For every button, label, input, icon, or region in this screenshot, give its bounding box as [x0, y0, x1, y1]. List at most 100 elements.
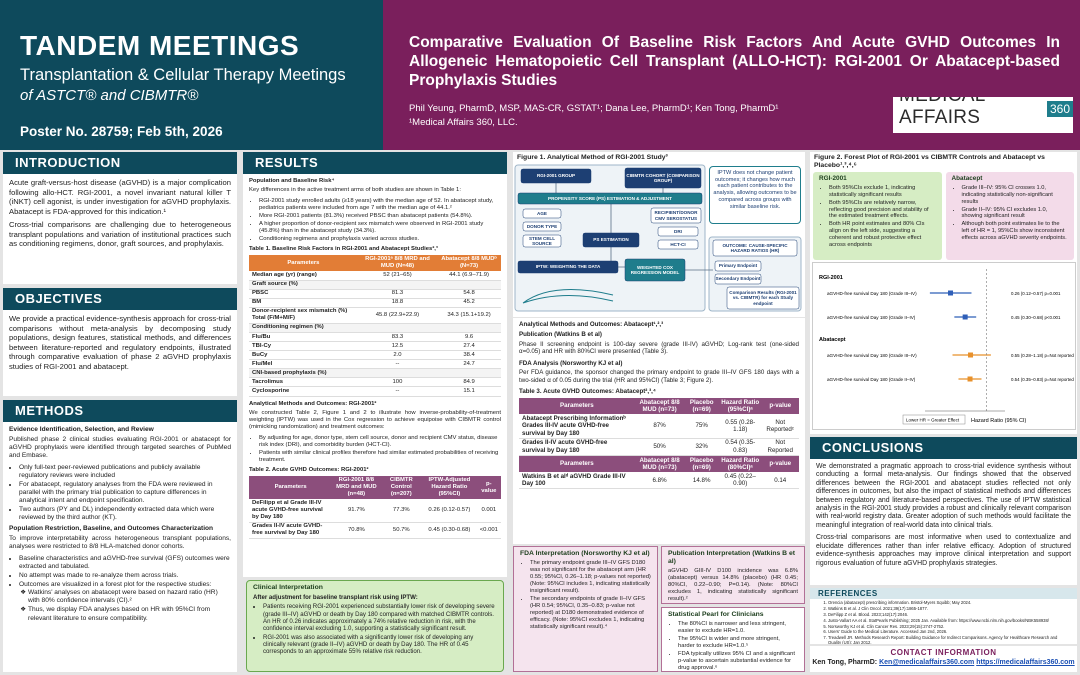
- bullet-item: Only full-text peer-reviewed publication…: [19, 464, 231, 480]
- table-cell: 38.4: [437, 350, 501, 361]
- section-heading: RESULTS: [243, 152, 507, 174]
- contact-email[interactable]: Ken@medicalaffairs360.com: [879, 659, 975, 666]
- point-estimate: [967, 376, 973, 382]
- bullet-list: Orencia (abatacept) prescribing informat…: [816, 600, 1071, 644]
- statistical-pearl: Statistical Pearl for Clinicians The 80%C…: [661, 607, 805, 672]
- paragraph: We provide a practical evidence-synthesi…: [9, 314, 231, 371]
- node-label: RGI-2001 GROUP: [536, 173, 576, 179]
- bullet-item: Two authors (PY and DL) independently ex…: [19, 506, 231, 522]
- table-cell: 84.9: [437, 377, 501, 388]
- table-cell: 24.7: [437, 359, 501, 370]
- header-cell: Parameters: [249, 255, 358, 272]
- bullet-item: A higher proportion of donor-recipient s…: [259, 221, 501, 235]
- header-cell: p-value: [476, 476, 501, 500]
- bullet-item: RGI-2001 was also associated with a sign…: [263, 634, 497, 656]
- table-cell: Median age (yr) (range): [249, 271, 358, 281]
- node-label: HCT-CI: [670, 241, 686, 247]
- table-cell: 83.3: [357, 332, 438, 343]
- table-cell: Tacrolimus: [249, 377, 358, 388]
- diagram-node: [726, 286, 800, 310]
- references-section: REFERENCESOrencia (abatacept) prescribin…: [810, 588, 1077, 644]
- diagram-node-label: AGE: [537, 211, 547, 216]
- table-cell: 9.6: [437, 332, 501, 343]
- bullet-item: Thus, we display FDA analyses based on H…: [28, 606, 231, 622]
- table-row: BuCy 2.0 38.4: [249, 350, 501, 361]
- table-row: BM 18.8 45.2: [249, 298, 501, 308]
- node-label: PROPENSITY SCORE (PS) ESTIMATION & ADJUS…: [548, 195, 672, 201]
- table-row: Grades II-IV acute GVHD-free survival by…: [519, 438, 799, 456]
- diagram-node-label: HCT-CI: [670, 241, 686, 247]
- table-cell: 44.1 (6.9–71.9): [437, 271, 501, 281]
- box-title: RGI-2001: [819, 175, 847, 183]
- abatacept-methods: Analytical Methods and Outcomes: Abatace…: [513, 318, 805, 544]
- table-cell: 0.54 (0.35-0.83): [718, 438, 762, 456]
- table-row: Flu/Mel -- 24.7: [249, 359, 501, 370]
- diagram-node-label: RGI-2001 GROUP: [536, 173, 576, 179]
- box-title: Publication Interpretation (Watkins B et…: [668, 550, 796, 566]
- table-cell: Graft source (%): [249, 280, 501, 290]
- bullet-item: Norsworthy KJ et al. Clin Cancer Res. 20…: [828, 624, 1071, 630]
- table-cell: Grades II-IV acute GVHD-free survival by…: [249, 522, 333, 539]
- box-title: Abatacept: [951, 175, 983, 183]
- diagram-node: [522, 208, 562, 219]
- poster-title: Comparative Evaluation Of Baseline Risk …: [409, 34, 1060, 89]
- subheading: FDA Analysis (Norsworthy KJ et al): [519, 359, 623, 367]
- contact-section: CONTACT INFORMATION Ken Tong, PharmD: Ke…: [810, 646, 1077, 672]
- table-cell: 87%: [634, 414, 685, 439]
- bullet-list: By adjusting for age, donor type, stem c…: [249, 435, 501, 464]
- table-cell: --: [357, 386, 438, 397]
- contact-heading: CONTACT INFORMATION: [890, 648, 997, 657]
- conference-subtitle: Transplantation & Cellular Therapy Meeti…: [20, 66, 346, 84]
- table-row: PBSC 81.3 54.8: [249, 289, 501, 299]
- node-label: WEIGHTED COX REGRESSION MODEL: [630, 264, 680, 275]
- subheading: Population and Baseline Risk⁴: [249, 177, 335, 184]
- box-row: RGI-2001 Both 95%CIs exclude 1, indicatin…: [813, 172, 1074, 261]
- section-heading: METHODS: [3, 400, 237, 422]
- objectives-section: OBJECTIVES We provide a practical evidenc…: [3, 288, 237, 396]
- header-cell: Placebo (n=69): [684, 397, 719, 415]
- bullet-item: DeFilipp Z et al. Blood. 2023;142(17):20…: [828, 612, 1071, 618]
- table-cell: --: [357, 359, 438, 370]
- bullet-item: No attempt was made to re-analyze them a…: [19, 572, 231, 580]
- subheading: Analytical Methods and Outcomes: Abatace…: [519, 321, 664, 328]
- diagram-node: [714, 260, 762, 272]
- table-block: Table 2. Acute GVHD Outcomes: RGI-2001² P…: [249, 467, 501, 539]
- table-cell: Flu/Mel: [249, 359, 358, 370]
- table-row: Cyclosporine -- 15.1: [249, 386, 501, 397]
- contact-url[interactable]: https://medicalaffairs360.com: [976, 659, 1075, 666]
- result-label: 0.55 (0.28–1.18) p=Not reported: [1011, 353, 1074, 358]
- diagram-node-label: WEIGHTED COX REGRESSION MODEL: [630, 264, 680, 275]
- bullet-item: Conditioning regimens and prophylaxis va…: [259, 236, 501, 243]
- diagram-node: [657, 239, 699, 250]
- header-cell: p-value: [761, 397, 799, 415]
- table-cell: 14.8%: [684, 472, 719, 490]
- diagram-node: [624, 167, 702, 189]
- table-cell: TBI-Cy: [249, 341, 358, 352]
- table-cell: 0.45 (0.22–0.90): [718, 472, 762, 490]
- table-row: Grades II-IV acute GVHD-free survival by…: [249, 522, 501, 539]
- row-label: aGVHD-free survival Day 180 (Grade II–IV…: [827, 315, 916, 320]
- table-cell: Grades II-IV acute GVHD-free survival by…: [519, 438, 635, 456]
- figure-title: Figure 2. Forest Plot of RGI-2001 vs CIB…: [814, 154, 1045, 170]
- table-cell: BM: [249, 298, 358, 308]
- table-cell: 0.26 (0.12-0.57): [422, 499, 477, 523]
- header-right: Comparative Evaluation Of Baseline Risk …: [383, 0, 1080, 150]
- diagram-node-label: Primary Endpoint: [719, 263, 757, 268]
- paragraph: Published phase 2 clinical studies evalu…: [9, 435, 231, 459]
- bullet-list: Only full-text peer-reviewed publication…: [9, 464, 231, 522]
- table-cell: 27.4: [437, 341, 501, 352]
- table-title: Table 1. Baseline Risk Factors in RGI-20…: [249, 246, 438, 253]
- data-table: Parameters RGI-2001 8/8 MRD and MUD (n=48…: [249, 476, 501, 539]
- bullet-item: The 80%CI is narrower and less stringent…: [678, 621, 798, 635]
- diagram-node: [624, 258, 686, 282]
- paragraph: Key differences in the active treatment …: [249, 186, 461, 193]
- bullet-item: The primary endpoint grade III–IV GFS D1…: [530, 560, 651, 595]
- table-row: Abatacept Prescribing Informationᵇ Grade…: [519, 414, 799, 439]
- table-cell: 52 (21–65): [357, 271, 438, 281]
- bullet-item: Users' Guide to the Medical Literature. …: [828, 629, 1071, 635]
- table-cell: 50%: [634, 438, 685, 456]
- table-cell: Watkins B et alᵈ aGVHD Grade III-IV Day …: [519, 472, 635, 490]
- result-label: 0.45 (0.30–0.68) p<0.001: [1011, 315, 1061, 320]
- group-label: Abatacept: [819, 337, 846, 343]
